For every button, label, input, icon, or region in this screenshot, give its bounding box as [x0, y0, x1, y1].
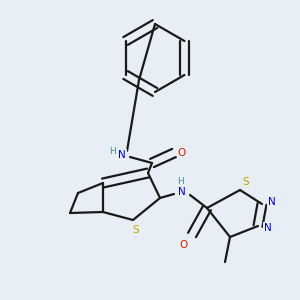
Text: N: N: [118, 150, 126, 160]
Text: S: S: [133, 225, 139, 235]
Text: N: N: [264, 223, 272, 233]
Text: O: O: [180, 240, 188, 250]
Text: S: S: [243, 177, 249, 187]
Text: H: H: [109, 148, 116, 157]
Text: H: H: [178, 178, 184, 187]
Text: O: O: [178, 148, 186, 158]
Text: N: N: [178, 187, 186, 197]
Text: N: N: [268, 197, 276, 207]
